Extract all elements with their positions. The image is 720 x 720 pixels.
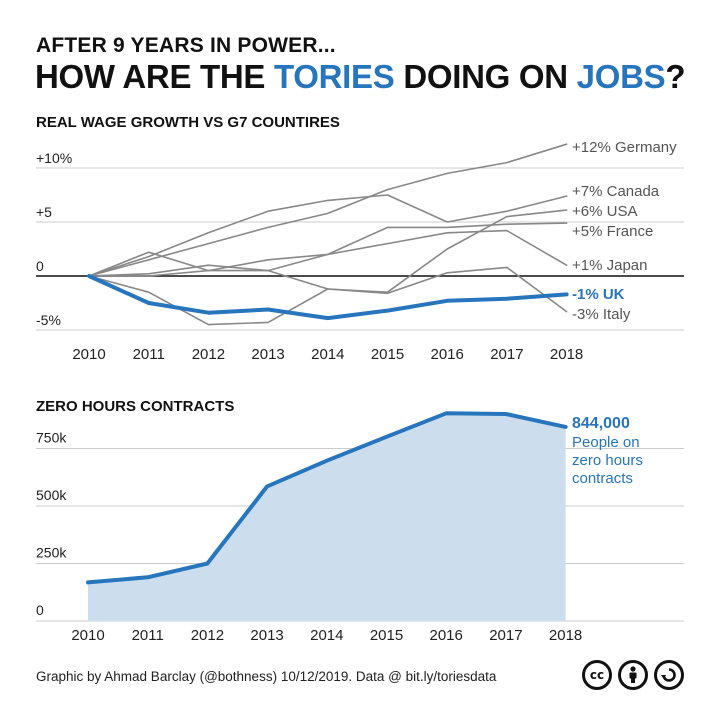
wage-series-line-uk — [87, 274, 569, 321]
wage-series-label-canada: +7% Canada — [572, 183, 660, 200]
zero-hours-ytick-label: 750k — [36, 430, 67, 446]
share-alike-icon — [654, 660, 684, 690]
headline-jobs: JOBS — [576, 58, 666, 95]
attribution-icon — [618, 660, 648, 690]
wage-series-label-germany: +12% Germany — [572, 139, 677, 156]
wage-xtick-label: 2010 — [72, 346, 105, 363]
wage-series-line-germany — [88, 143, 568, 277]
zero-hours-annotation-text: contracts — [572, 470, 633, 487]
wage-xtick-label: 2017 — [490, 346, 523, 363]
zero-hours-xtick-label: 2017 — [489, 627, 522, 644]
headline-text-b: DOING ON — [394, 58, 577, 95]
headline-tories: TORIES — [274, 58, 395, 95]
wage-xtick-label: 2013 — [251, 346, 284, 363]
footer-credit: Graphic by Ahmad Barclay (@bothness) 10/… — [36, 669, 497, 684]
zero-hours-xtick-label: 2016 — [430, 627, 463, 644]
wage-series-label-italy: -3% Italy — [572, 306, 631, 323]
wage-xtick-label: 2018 — [550, 346, 583, 363]
wage-ytick-label: +10% — [36, 150, 72, 166]
zero-hours-line — [86, 411, 568, 585]
wage-ytick-label: 0 — [36, 258, 44, 274]
zero-hours-annotation-text: zero hours — [572, 452, 643, 469]
zero-hours-xtick-label: 2015 — [370, 627, 403, 644]
wage-series-label-japan: +1% Japan — [572, 257, 647, 274]
zero-hours-ytick-label: 500k — [36, 487, 67, 503]
wage-ytick-label: +5 — [36, 204, 52, 220]
headline-line1: AFTER 9 YEARS IN POWER... — [36, 34, 336, 57]
zero-hours-chart-title: ZERO HOURS CONTRACTS — [36, 398, 235, 415]
zero-hours-xtick-label: 2010 — [71, 627, 104, 644]
wage-series-label-france: +5% France — [572, 223, 653, 240]
headline-qmark: ? — [665, 58, 686, 95]
wage-xtick-label: 2015 — [371, 346, 404, 363]
wage-series-line-italy — [88, 264, 568, 313]
license-icons: cc — [582, 660, 684, 690]
wage-chart-title: REAL WAGE GROWTH VS G7 COUNTIRES — [36, 114, 340, 131]
wage-series-line-usa — [88, 209, 568, 326]
wage-ytick-label: -5% — [36, 312, 61, 328]
wage-series-label-uk: -1% UK — [572, 286, 625, 303]
zero-hours-annotation-text: People on — [572, 434, 640, 451]
headline-text-a: HOW ARE THE — [35, 58, 275, 95]
wage-xtick-label: 2014 — [311, 346, 344, 363]
zero-hours-xtick-label: 2014 — [310, 627, 343, 644]
wage-series-line-japan — [88, 229, 568, 277]
creative-commons-icon: cc — [582, 660, 612, 690]
wage-series-label-usa: +6% USA — [572, 203, 637, 220]
zero-hours-xtick-label: 2012 — [191, 627, 224, 644]
wage-xtick-label: 2016 — [431, 346, 464, 363]
zero-hours-area — [88, 413, 566, 621]
zero-hours-xtick-label: 2011 — [132, 627, 164, 644]
wage-series-line-canada — [88, 194, 568, 277]
wage-xtick-label: 2012 — [192, 346, 225, 363]
zero-hours-ytick-label: 0 — [36, 602, 44, 618]
zero-hours-annotation-value: 844,000 — [572, 415, 630, 432]
zero-hours-xtick-label: 2013 — [250, 627, 283, 644]
wage-xtick-label: 2011 — [133, 346, 165, 363]
headline-line2: HOW ARE THE TORIES DOING ON JOBS? — [35, 58, 685, 96]
zero-hours-xtick-label: 2018 — [549, 627, 582, 644]
zero-hours-ytick-label: 250k — [36, 545, 67, 561]
